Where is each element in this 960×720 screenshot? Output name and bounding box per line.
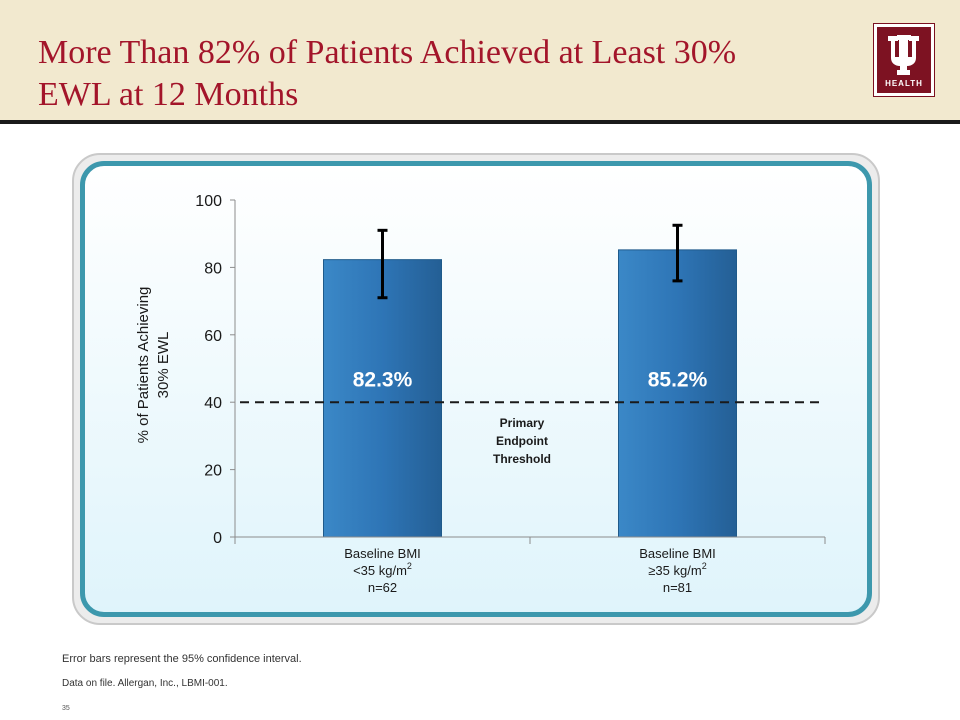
y-axis-label: % of Patients Achieving 30% EWL — [135, 287, 172, 444]
y-tick-label: 20 — [204, 463, 222, 480]
y-axis-label-line-1: % of Patients Achieving — [135, 287, 152, 444]
y-ticks-layer: 0 20 40 60 80 100 — [195, 193, 826, 547]
footnote-error-bars: Error bars represent the 95% confidence … — [62, 653, 302, 665]
category-label-line-1: Baseline BMI — [344, 546, 421, 561]
category-label-line-2: <35 kg/m2 — [353, 561, 412, 578]
category-label-line-3: n=62 — [368, 580, 397, 595]
slide-header — [0, 0, 960, 120]
header-rule — [0, 120, 960, 124]
category-label-line-3: n=81 — [663, 580, 692, 595]
slide-title: More Than 82% of Patients Achieved at Le… — [38, 32, 838, 116]
value-label-1: 82.3% — [353, 369, 413, 392]
error-bars-layer — [377, 223, 683, 300]
threshold-label-layer: Primary Endpoint Threshold — [493, 416, 551, 466]
bars-layer — [323, 249, 737, 538]
threshold-label-line: Primary — [500, 416, 545, 430]
slide-title-line-2: EWL at 12 Months — [38, 76, 299, 113]
error-bar-2 — [672, 223, 683, 283]
y-axis-label-line-2: 30% EWL — [155, 332, 172, 399]
chart-panel-inner — [80, 161, 872, 617]
bar-2 — [618, 249, 737, 538]
slide-number: 35 — [62, 705, 70, 712]
y-tick-label: 100 — [195, 193, 222, 210]
category-label-line-1: Baseline BMI — [639, 546, 716, 561]
category-label-line-2: ≥35 kg/m2 — [648, 561, 706, 578]
footnote-data-source: Data on file. Allergan, Inc., LBMI-001. — [62, 678, 228, 689]
trident-icon — [888, 35, 919, 75]
value-label-2: 85.2% — [648, 369, 708, 392]
y-tick-label: 0 — [213, 530, 222, 547]
logo-background: HEALTH — [877, 27, 931, 93]
slide-title-line-1: More Than 82% of Patients Achieved at Le… — [38, 34, 737, 71]
y-tick-label: 80 — [204, 260, 222, 277]
y-tick-label: 60 — [204, 328, 222, 345]
category-label-1: Baseline BMI<35 kg/m2 n=62 — [344, 546, 421, 595]
threshold-label-line: Endpoint — [496, 434, 548, 448]
threshold-label-line: Threshold — [493, 452, 551, 466]
iu-health-logo: HEALTH — [873, 23, 935, 97]
chart-panel — [72, 153, 880, 625]
value-labels-layer: 82.3% 85.2% — [353, 369, 708, 392]
y-tick-label: 40 — [204, 395, 222, 412]
logo-text: HEALTH — [885, 79, 923, 88]
bar-1 — [323, 259, 442, 538]
category-label-2: Baseline BMI≥35 kg/m2 n=81 — [639, 546, 716, 595]
error-bar-1 — [377, 228, 388, 300]
